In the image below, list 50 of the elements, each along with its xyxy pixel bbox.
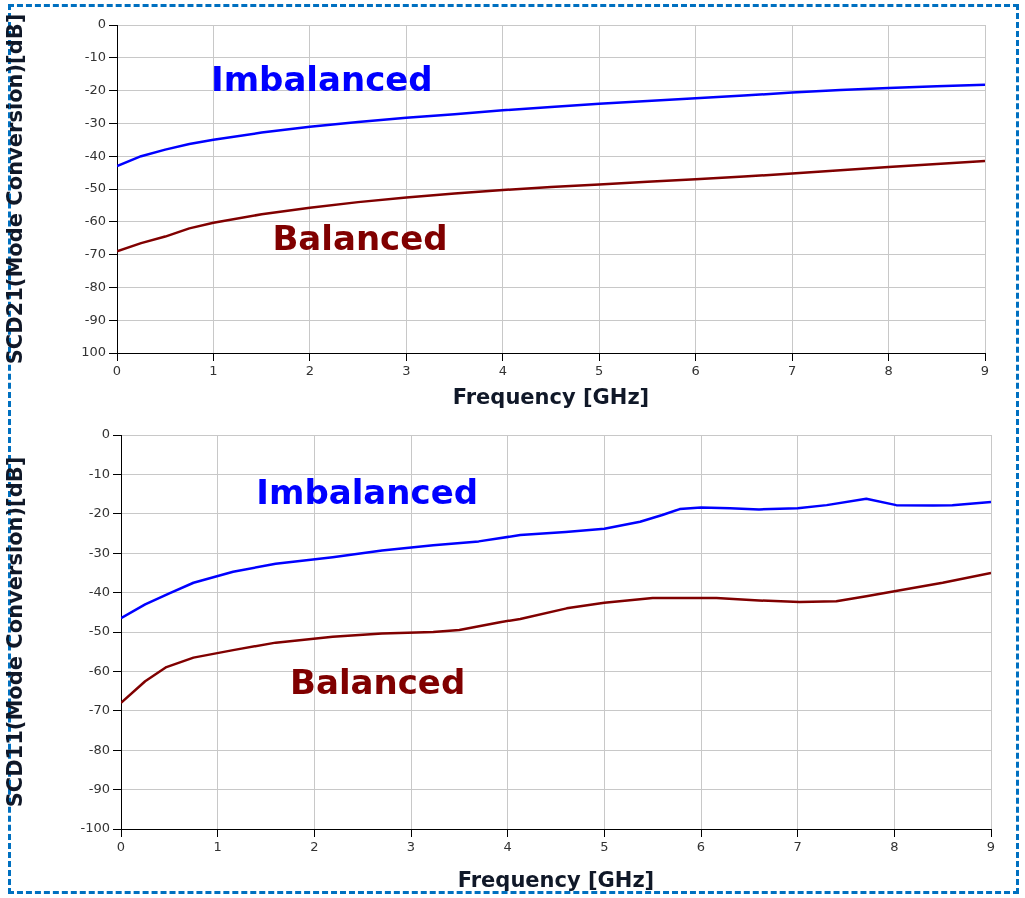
y-tick-label: -40 — [84, 147, 106, 163]
x-tick-label: 9 — [986, 839, 996, 855]
y-tick-label: -20 — [88, 505, 110, 521]
y-tick-label: -80 — [88, 741, 110, 757]
y-tick-label: -90 — [88, 780, 110, 796]
series-label: Imbalanced — [210, 58, 433, 99]
y-tick-label: -70 — [84, 245, 106, 261]
series-label: Imbalanced — [256, 471, 479, 512]
x-tick-label: 0 — [116, 839, 126, 855]
x-tick-label: 2 — [305, 363, 315, 379]
x-tick-label: 7 — [787, 363, 797, 379]
y-tick-label: 0 — [97, 16, 106, 32]
x-tick-label: 5 — [600, 839, 609, 855]
y-tick-label: -10 — [88, 465, 110, 481]
y-tick-label: -50 — [88, 623, 110, 639]
x-tick-label: 7 — [793, 839, 802, 855]
y-axis-title: SCD21(Mode Conversion)[dB] — [3, 13, 28, 365]
y-tick-label: -70 — [88, 702, 110, 718]
y-tick-label: 100 — [81, 344, 106, 360]
y-axis-title: SCD11(Mode Conversion)[dB] — [3, 456, 28, 808]
y-tick-label: -90 — [84, 311, 106, 327]
y-tick-label: -60 — [88, 662, 110, 678]
x-tick-label: 3 — [406, 839, 416, 855]
y-tick-label: -10 — [84, 49, 106, 65]
y-tick-label: 0 — [101, 426, 110, 442]
x-tick-label: 6 — [691, 363, 700, 379]
series-label: Balanced — [272, 218, 448, 259]
y-tick-label: -20 — [84, 81, 106, 97]
y-tick-label: -40 — [88, 583, 110, 599]
y-tick-label: -80 — [84, 278, 106, 294]
x-tick-label: 8 — [884, 363, 893, 379]
x-tick-label: 4 — [498, 363, 507, 379]
x-axis-title: Frequency [GHz] — [452, 384, 650, 409]
x-tick-label: 1 — [209, 363, 218, 379]
x-tick-label: 2 — [310, 839, 319, 855]
series-label: Balanced — [290, 662, 466, 703]
y-tick-label: -100 — [80, 820, 110, 836]
x-tick-label: 4 — [503, 839, 512, 855]
y-tick-label: -30 — [84, 114, 106, 130]
x-tick-label: 0 — [112, 363, 122, 379]
y-tick-label: -50 — [84, 180, 106, 196]
x-axis-title: Frequency [GHz] — [457, 867, 655, 892]
y-tick-label: -30 — [88, 544, 110, 560]
x-tick-label: 8 — [890, 839, 899, 855]
x-tick-label: 9 — [980, 363, 990, 379]
x-tick-label: 1 — [213, 839, 222, 855]
y-tick-label: -60 — [84, 213, 106, 229]
x-tick-label: 5 — [595, 363, 604, 379]
x-tick-label: 3 — [402, 363, 411, 379]
x-tick-label: 6 — [696, 839, 706, 855]
